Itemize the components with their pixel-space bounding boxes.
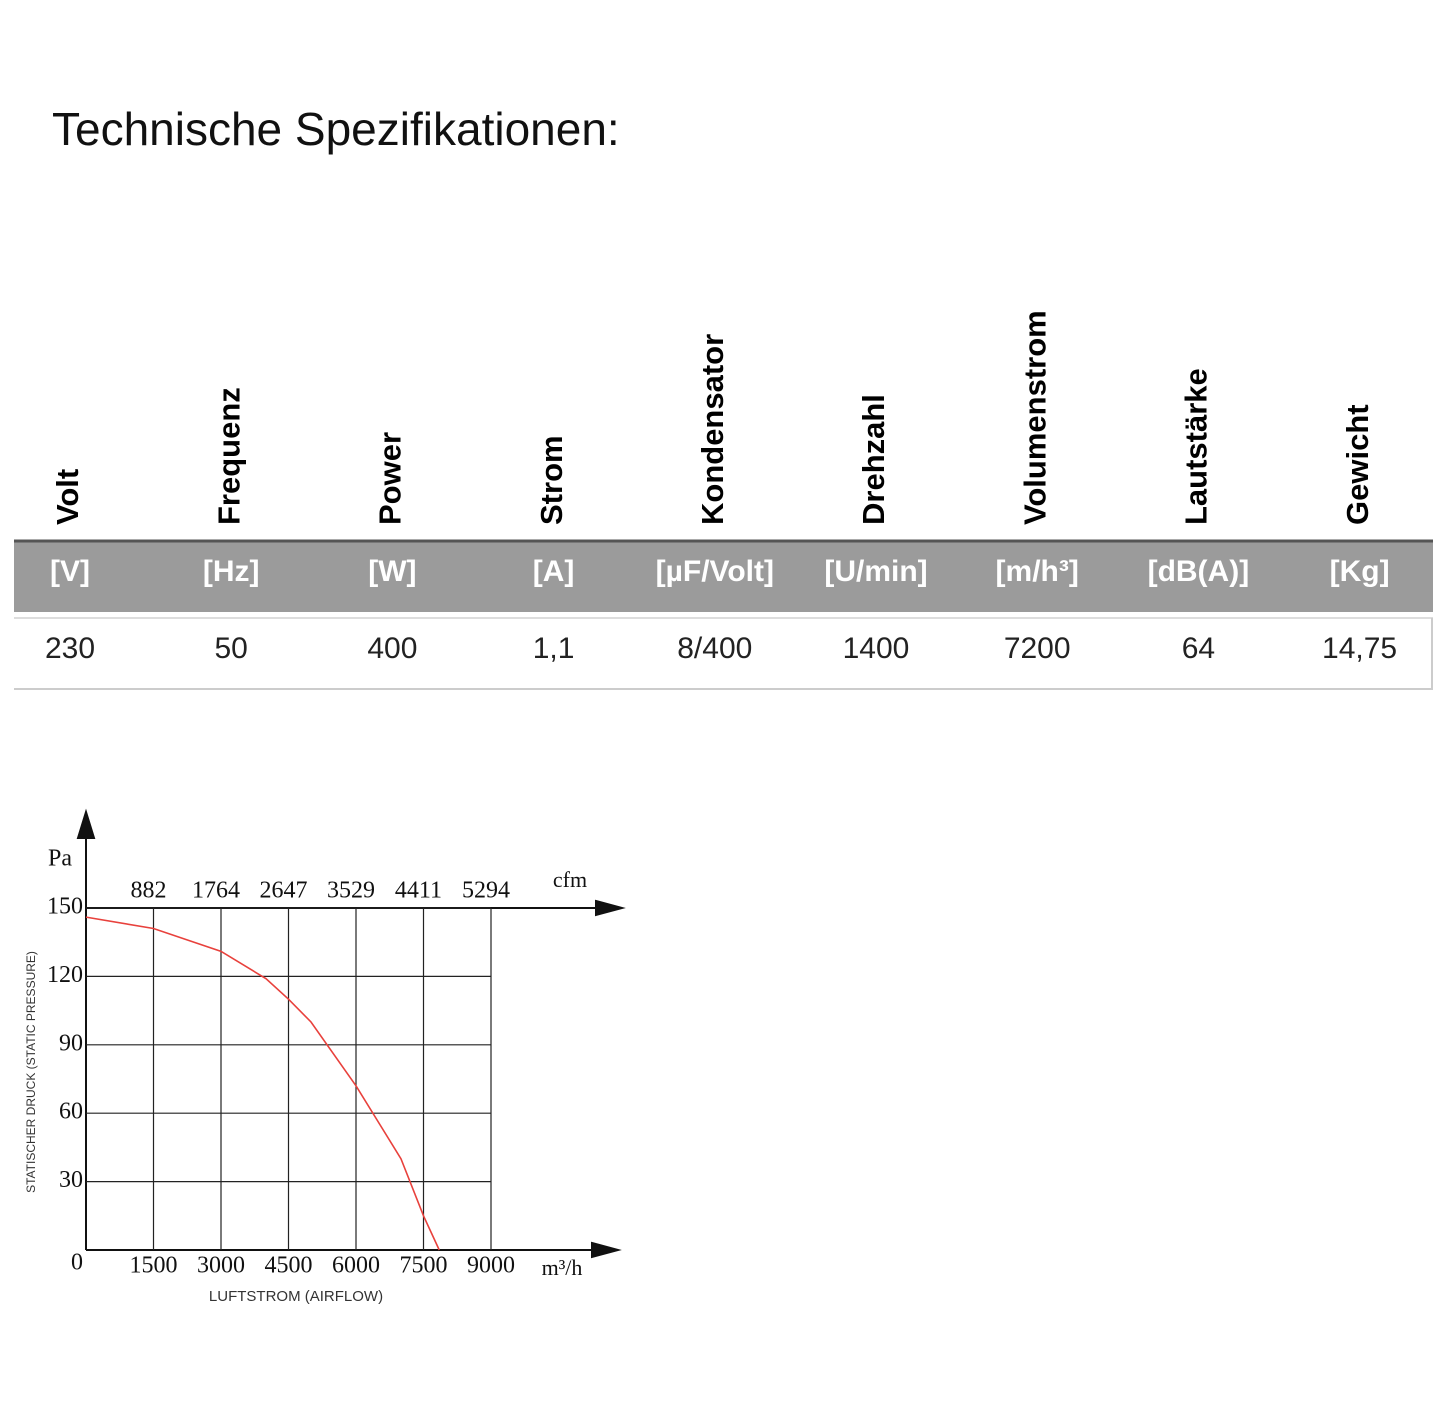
column-header: Strom bbox=[534, 435, 569, 525]
cell-value: 1400 bbox=[843, 632, 910, 665]
y-tick-label: 120 bbox=[47, 962, 83, 988]
x-tick-label: 4500 bbox=[265, 1253, 313, 1279]
x2-unit: cfm bbox=[553, 867, 587, 892]
column-header: Volumenstrom bbox=[1017, 310, 1052, 525]
unit-band bbox=[14, 540, 1433, 612]
column-unit: [A] bbox=[533, 555, 575, 588]
cell-value: 64 bbox=[1182, 632, 1215, 665]
cell-value: 50 bbox=[215, 632, 248, 665]
x2-tick-label: 2647 bbox=[260, 878, 308, 904]
y-tick-label: 60 bbox=[59, 1099, 83, 1125]
cell-value: 1,1 bbox=[533, 632, 575, 665]
column-unit: [Hz] bbox=[203, 555, 260, 588]
column-unit: [Kg] bbox=[1330, 555, 1390, 588]
column-header: Lautstärke bbox=[1179, 368, 1214, 525]
data-line bbox=[85, 916, 440, 1251]
cell-value: 8/400 bbox=[677, 632, 752, 665]
column-unit: [dB(A)] bbox=[1148, 555, 1250, 588]
x-tick-label: 1500 bbox=[130, 1253, 178, 1279]
cell-value: 400 bbox=[367, 632, 417, 665]
column-header: Volt bbox=[50, 469, 85, 525]
column-header: Power bbox=[373, 432, 408, 525]
y-tick-label: 90 bbox=[59, 1030, 83, 1056]
x-tick-label: 9000 bbox=[467, 1253, 515, 1279]
column-unit: [V] bbox=[50, 555, 90, 588]
x2-tick-label: 3529 bbox=[327, 878, 375, 904]
column-unit: [m/h³] bbox=[996, 555, 1079, 588]
column-unit: [µF/Volt] bbox=[656, 555, 774, 588]
chart: 0 30 60 90 120 150 1500 3000 4500 6000 7500 9000 882… bbox=[24, 808, 626, 1305]
y-tick-label: 30 bbox=[59, 1167, 83, 1193]
cell-value: 230 bbox=[45, 632, 95, 665]
cell-value: 14,75 bbox=[1322, 632, 1397, 665]
x-tick-label: 6000 bbox=[332, 1253, 380, 1279]
y-tick-label: 0 bbox=[71, 1250, 83, 1276]
x-axis bbox=[86, 1241, 622, 1259]
column-header: Drehzahl bbox=[856, 394, 891, 525]
page-title: Technische Spezifikationen: bbox=[52, 103, 620, 155]
column-unit: [W] bbox=[368, 555, 416, 588]
x-unit: m³/h bbox=[542, 1255, 583, 1280]
x-axis-label: LUFTSTROM (AIRFLOW) bbox=[209, 1288, 383, 1305]
y-axis bbox=[76, 808, 96, 1250]
x2-tick-label: 4411 bbox=[395, 878, 442, 904]
x2-tick-label: 5294 bbox=[462, 878, 510, 904]
cell-value: 7200 bbox=[1004, 632, 1071, 665]
column-unit: [U/min] bbox=[824, 555, 927, 588]
x-tick-label: 7500 bbox=[400, 1253, 448, 1279]
column-header: Frequenz bbox=[211, 387, 246, 525]
column-header: Gewicht bbox=[1340, 404, 1375, 525]
y-unit: Pa bbox=[48, 846, 72, 872]
column-header: Kondensator bbox=[695, 334, 730, 525]
y-tick-label: 150 bbox=[47, 894, 83, 920]
x-tick-label: 3000 bbox=[197, 1253, 245, 1279]
x2-tick-label: 882 bbox=[130, 878, 166, 904]
y-axis-label: STATISCHER DRUCK (STATIC PRESSURE) bbox=[24, 951, 38, 1193]
x2-tick-label: 1764 bbox=[192, 878, 240, 904]
